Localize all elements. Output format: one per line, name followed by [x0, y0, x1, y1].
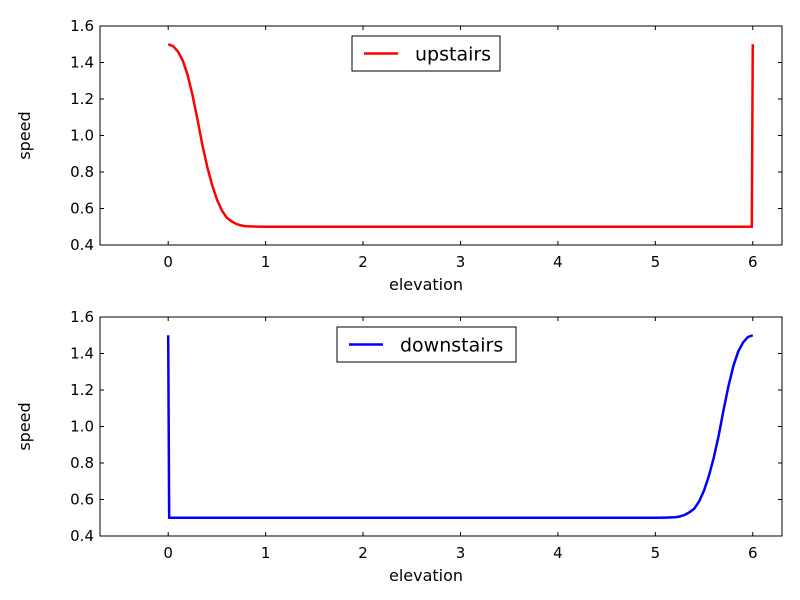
y-tick-label: 1.0	[70, 418, 94, 436]
legend: upstairs	[351, 35, 501, 72]
x-tick-label: 2	[358, 544, 368, 562]
x-tick-label: 5	[651, 253, 661, 271]
x-axis-ticks: 0 1 2 3 4 5 6	[163, 317, 758, 562]
y-tick-label: 0.8	[70, 454, 94, 472]
y-tick-label: 1.2	[70, 381, 94, 399]
x-axis-ticks: 0 1 2 3 4 5 6	[163, 26, 758, 271]
y-tick-label: 0.8	[70, 163, 94, 181]
legend-label-upstairs: upstairs	[415, 44, 491, 66]
x-tick-label: 6	[748, 253, 758, 271]
series-line-upstairs	[167, 43, 755, 228]
x-tick-label: 5	[651, 544, 661, 562]
y-tick-label: 0.4	[70, 527, 94, 545]
x-axis-label: elevation	[389, 275, 463, 294]
y-axis-label: speed	[15, 402, 34, 450]
y-tick-label: 0.6	[70, 491, 94, 509]
x-tick-label: 0	[163, 253, 173, 271]
x-tick-label: 1	[261, 544, 271, 562]
y-tick-label: 1.4	[70, 345, 94, 363]
y-axis-ticks: 0.4 0.6 0.8 1.0 1.2 1.4 1.6	[70, 308, 782, 545]
x-tick-label: 6	[748, 544, 758, 562]
x-tick-label: 3	[456, 253, 466, 271]
y-tick-label: 1.6	[70, 308, 94, 326]
y-tick-label: 0.6	[70, 200, 94, 218]
x-tick-label: 2	[358, 253, 368, 271]
x-tick-label: 0	[163, 544, 173, 562]
x-tick-label: 4	[553, 253, 563, 271]
x-tick-label: 1	[261, 253, 271, 271]
series-line-downstairs	[166, 334, 754, 519]
y-tick-label: 1.6	[70, 17, 94, 35]
x-axis-label: elevation	[389, 566, 463, 585]
y-axis-ticks: 0.4 0.6 0.8 1.0 1.2 1.4 1.6	[70, 17, 782, 254]
y-tick-label: 1.4	[70, 54, 94, 72]
y-tick-label: 0.4	[70, 236, 94, 254]
x-tick-label: 3	[456, 544, 466, 562]
legend-label-downstairs: downstairs	[400, 335, 503, 357]
y-axis-label: speed	[15, 111, 34, 159]
y-tick-label: 1.2	[70, 90, 94, 108]
legend: downstairs	[336, 326, 517, 363]
y-tick-label: 1.0	[70, 127, 94, 145]
x-tick-label: 4	[553, 544, 563, 562]
